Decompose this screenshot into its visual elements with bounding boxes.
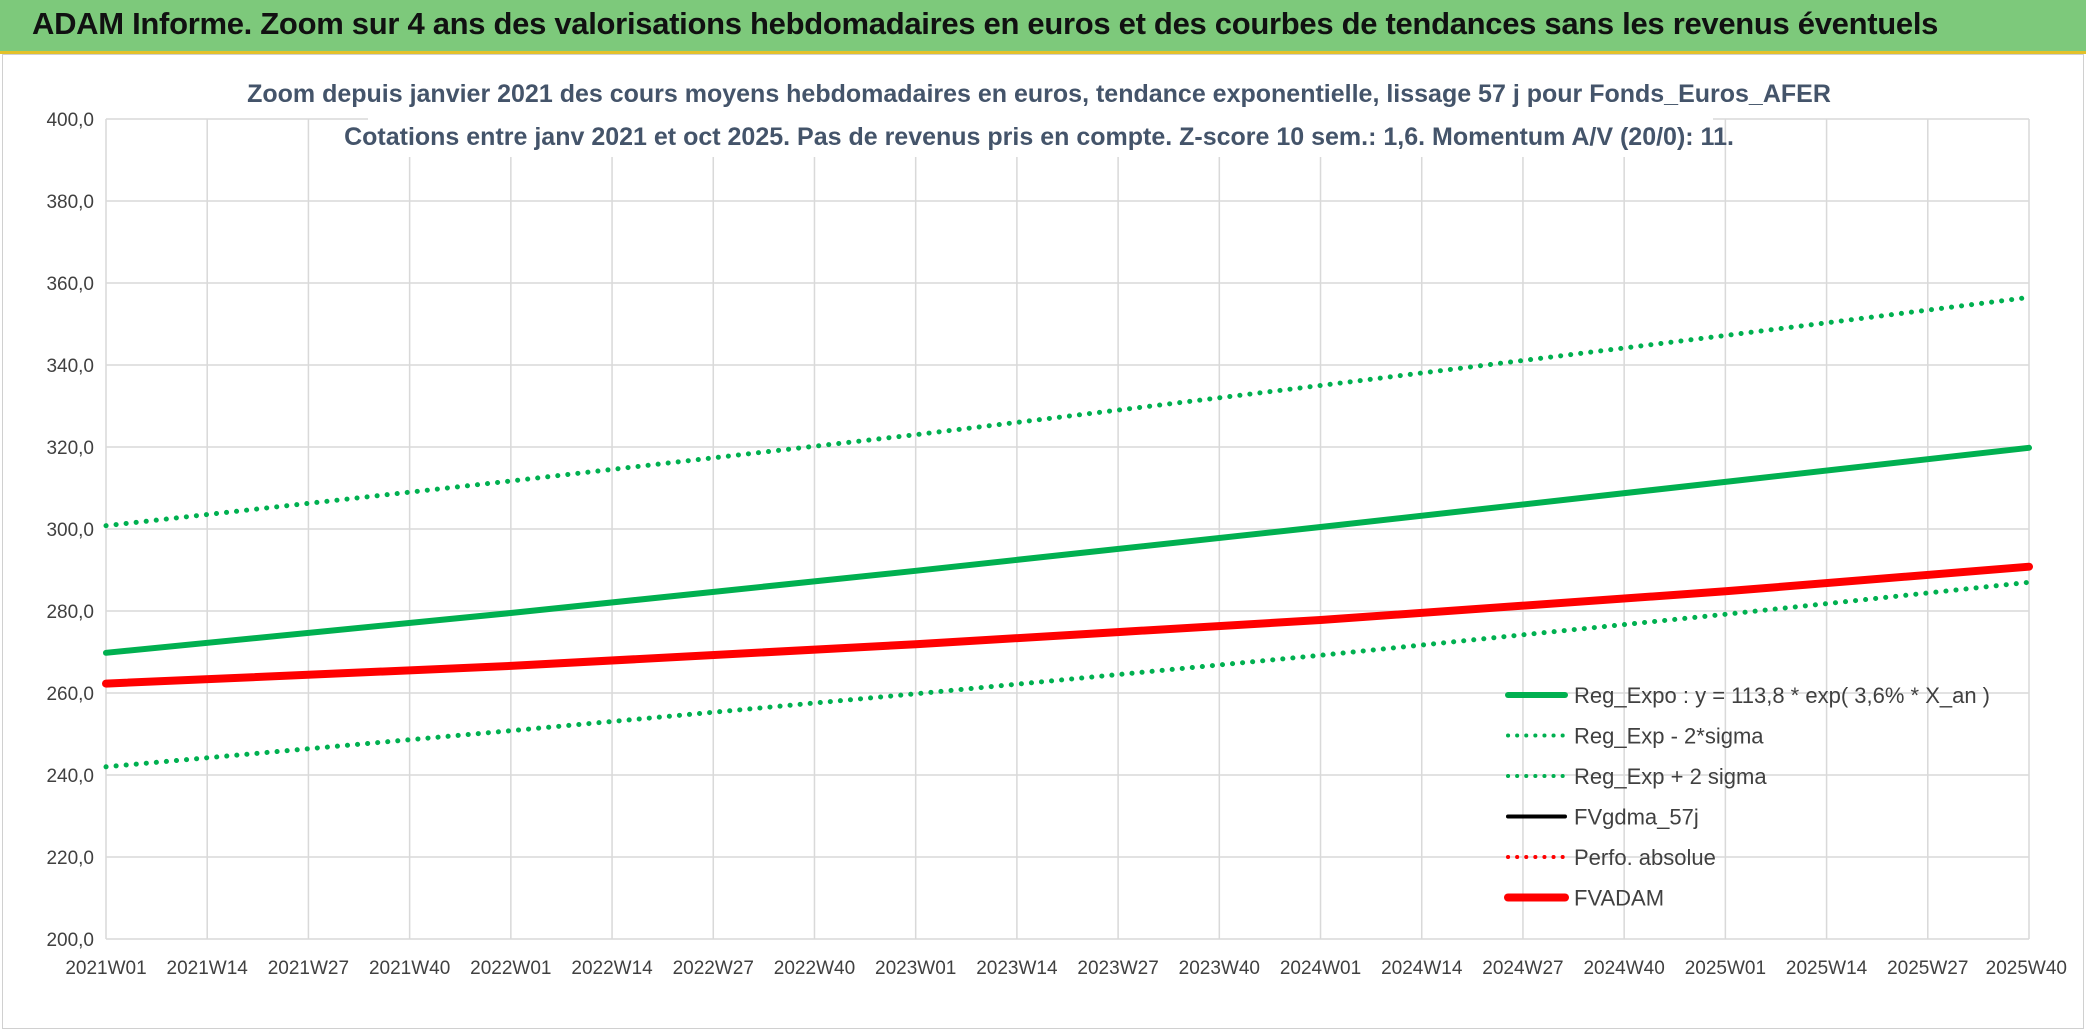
series-line-0 — [103, 444, 2032, 656]
x-tick-label: 2021W01 — [65, 958, 146, 979]
x-tick-label: 2025W01 — [1685, 958, 1766, 979]
report-title: ADAM Informe. Zoom sur 4 ans des valoris… — [32, 6, 1939, 41]
y-tick-label: 320,0 — [46, 438, 94, 459]
tick-labels: 200,0 220,0 240,0 260,0 280,0 300,0 320,0 340,0… — [46, 110, 2067, 979]
x-tick-label: 2024W01 — [1280, 958, 1361, 979]
x-tick-label: 2025W40 — [1986, 958, 2067, 979]
report-banner: ADAM Informe. Zoom sur 4 ans des valoris… — [0, 0, 2086, 54]
legend-label-2: Reg_Exp + 2 sigma — [1574, 764, 1767, 789]
x-tick-label: 2021W14 — [167, 958, 249, 979]
chart-title-bg — [296, 74, 1781, 114]
x-tick-label: 2021W27 — [268, 958, 349, 979]
x-tick-label: 2024W14 — [1381, 958, 1463, 979]
chart-title: Zoom depuis janvier 2021 des cours moyen… — [247, 80, 1831, 108]
chart-frame: Zoom depuis janvier 2021 des cours moyen… — [2, 54, 2084, 1029]
y-tick-label: 340,0 — [46, 356, 94, 377]
x-tick-label: 2023W40 — [1179, 958, 1260, 979]
x-tick-label: 2022W40 — [774, 958, 855, 979]
x-tick-label: 2022W27 — [673, 958, 754, 979]
legend-label-5: FVADAM — [1574, 886, 1664, 911]
x-tick-label: 2025W27 — [1887, 958, 1968, 979]
x-tick-label: 2021W40 — [369, 958, 450, 979]
chart-title-bg — [368, 117, 1713, 157]
x-tick-label: 2025W14 — [1786, 958, 1868, 979]
series-line-1 — [103, 579, 2032, 770]
x-tick-label: 2022W01 — [470, 958, 551, 979]
x-tick-label: 2024W40 — [1583, 958, 1664, 979]
x-tick-label: 2023W01 — [875, 958, 956, 979]
y-tick-label: 400,0 — [46, 110, 94, 131]
series-layer — [102, 294, 2033, 770]
x-tick-label: 2023W14 — [976, 958, 1058, 979]
legend-label-0: Reg_Expo : y = 113,8 * exp( 3,6% * X_an … — [1574, 683, 1990, 708]
x-tick-label: 2023W27 — [1077, 958, 1158, 979]
x-tick-label: 2024W27 — [1482, 958, 1563, 979]
chart-legend: Reg_Expo : y = 113,8 * exp( 3,6% * X_an … — [1504, 683, 1990, 911]
x-tick-label: 2022W14 — [571, 958, 653, 979]
y-tick-label: 220,0 — [46, 848, 94, 869]
trend-chart: Zoom depuis janvier 2021 des cours moyen… — [46, 74, 2067, 979]
series-line-5 — [102, 562, 2033, 688]
legend-label-1: Reg_Exp - 2*sigma — [1574, 724, 1764, 749]
legend-label-3: FVgdma_57j — [1574, 805, 1699, 830]
y-tick-label: 280,0 — [46, 602, 94, 623]
chart-title-block: Zoom depuis janvier 2021 des cours moyen… — [247, 74, 1831, 157]
legend-label-4: Perfo. absolue — [1574, 845, 1716, 870]
grid-layer — [105, 118, 2030, 940]
y-tick-label: 360,0 — [46, 274, 94, 295]
y-tick-label: 260,0 — [46, 684, 94, 705]
y-tick-label: 380,0 — [46, 192, 94, 213]
chart-subtitle: Cotations entre janv 2021 et oct 2025. P… — [344, 123, 1734, 151]
y-tick-label: 200,0 — [46, 930, 94, 951]
y-tick-label: 240,0 — [46, 766, 94, 787]
y-tick-label: 300,0 — [46, 520, 94, 541]
series-line-2 — [103, 294, 2032, 529]
